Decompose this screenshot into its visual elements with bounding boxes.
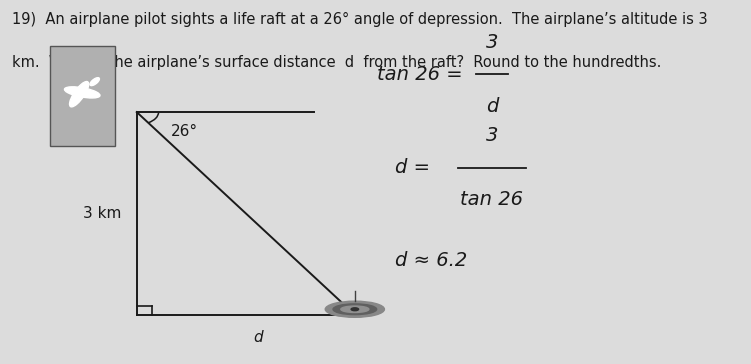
Ellipse shape	[90, 78, 99, 86]
Text: d: d	[253, 331, 263, 345]
Text: 3 km: 3 km	[83, 206, 122, 221]
Ellipse shape	[341, 306, 369, 312]
Text: 3: 3	[486, 33, 498, 52]
FancyBboxPatch shape	[50, 46, 115, 146]
Text: 3: 3	[486, 126, 498, 145]
Text: 19)  An airplane pilot sights a life raft at a 26° angle of depression.  The air: 19) An airplane pilot sights a life raft…	[12, 12, 707, 27]
Text: km.  What is the airplane’s surface distance  d  from the raft?  Round to the hu: km. What is the airplane’s surface dista…	[12, 55, 662, 70]
Ellipse shape	[70, 82, 89, 107]
Text: d ≈ 6.2: d ≈ 6.2	[395, 252, 468, 270]
Text: tan 26 =: tan 26 =	[377, 65, 463, 84]
Text: 26°: 26°	[171, 124, 198, 139]
Text: d =: d =	[395, 158, 430, 177]
Text: d: d	[486, 97, 498, 116]
Text: tan 26: tan 26	[460, 190, 523, 209]
Ellipse shape	[333, 304, 377, 314]
Ellipse shape	[325, 301, 385, 317]
Ellipse shape	[65, 87, 100, 98]
Ellipse shape	[351, 308, 358, 311]
